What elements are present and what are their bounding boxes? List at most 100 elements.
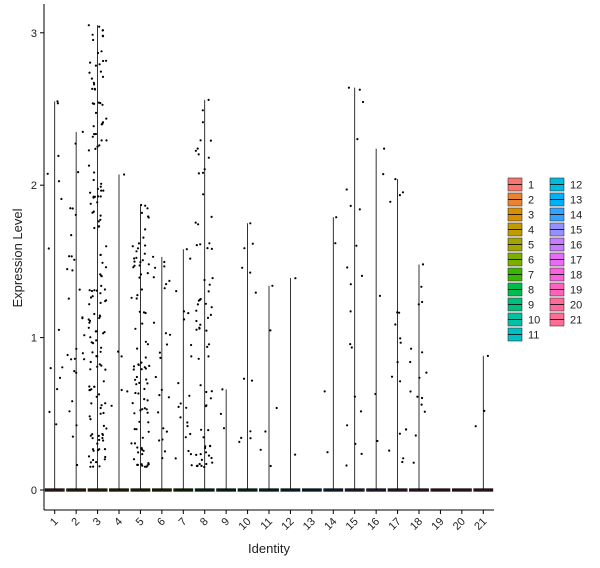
points-11: [259, 284, 278, 491]
legend-item-17: 17: [549, 252, 582, 267]
data-point: [48, 410, 51, 413]
data-point: [294, 277, 297, 280]
data-point: [201, 121, 204, 124]
data-point: [159, 356, 162, 359]
data-point: [137, 242, 141, 245]
legend-item-15: 15: [549, 222, 582, 237]
data-point: [81, 352, 84, 355]
data-point: [102, 424, 105, 427]
data-point: [414, 434, 417, 437]
legend-label: 14: [570, 210, 582, 222]
x-tick-label: 6: [155, 516, 168, 529]
data-point: [92, 458, 95, 462]
legend-item-1: 1: [507, 177, 534, 192]
data-point: [207, 454, 211, 457]
data-point: [207, 355, 210, 358]
data-point: [78, 288, 81, 291]
points-5: [130, 203, 151, 491]
data-point: [240, 436, 243, 439]
data-point: [196, 147, 199, 150]
data-point: [97, 434, 100, 437]
data-point: [421, 300, 424, 304]
data-point: [189, 453, 192, 456]
data-point: [374, 392, 377, 396]
points-12: [281, 277, 300, 491]
data-point: [396, 361, 399, 364]
x-tick-label: 10: [237, 516, 254, 533]
data-point: [199, 453, 202, 456]
data-point: [133, 260, 136, 263]
data-point: [94, 147, 97, 150]
data-point: [396, 311, 399, 314]
data-point: [143, 465, 147, 468]
data-point: [211, 277, 214, 280]
data-point: [146, 399, 149, 402]
data-point: [190, 343, 193, 347]
violin-8: [194, 99, 215, 492]
points-6: [152, 255, 172, 491]
data-point: [89, 61, 92, 64]
data-point: [105, 299, 108, 302]
data-point: [141, 259, 144, 262]
data-point: [139, 409, 142, 412]
data-point: [152, 276, 155, 279]
data-point: [89, 465, 92, 468]
data-point: [140, 211, 143, 214]
data-point: [57, 180, 61, 183]
data-point: [186, 425, 189, 428]
data-point: [91, 211, 94, 214]
data-point: [91, 135, 94, 138]
data-point: [205, 390, 208, 394]
data-point: [161, 457, 164, 460]
data-point: [90, 402, 93, 405]
data-point: [97, 195, 100, 198]
data-point: [140, 288, 143, 291]
legend-item-5: 5: [507, 237, 534, 252]
data-point: [421, 263, 425, 266]
violin-16: [366, 148, 387, 492]
data-point: [89, 202, 92, 205]
points-14: [323, 216, 343, 491]
data-point: [138, 381, 141, 384]
violin-1: [44, 101, 65, 492]
data-point: [420, 285, 423, 288]
data-point: [197, 299, 200, 302]
data-point: [91, 87, 94, 90]
data-point: [361, 100, 365, 104]
violin-6: [151, 256, 172, 492]
data-point: [100, 189, 103, 192]
data-point: [89, 191, 92, 194]
data-point: [347, 86, 350, 89]
points-1: [45, 100, 64, 491]
data-point: [144, 340, 147, 343]
data-point: [104, 368, 107, 371]
data-point: [201, 109, 204, 112]
data-point: [99, 70, 102, 73]
data-point: [398, 194, 401, 197]
data-point: [202, 193, 205, 196]
violin-10: [237, 223, 258, 492]
data-point: [398, 311, 401, 314]
data-point: [120, 388, 123, 392]
legend-label: 2: [528, 195, 534, 207]
data-point: [163, 287, 166, 290]
data-point: [195, 453, 198, 456]
data-point: [101, 29, 104, 32]
data-point: [356, 138, 359, 141]
data-point: [73, 357, 76, 360]
legend-label: 13: [570, 195, 582, 207]
data-point: [95, 395, 98, 398]
data-point: [417, 303, 420, 306]
data-point: [95, 339, 98, 342]
data-point: [91, 295, 94, 298]
x-tick-label: 9: [219, 516, 232, 529]
violin-4: [109, 174, 129, 492]
data-point: [87, 326, 90, 329]
legend-item-8: 8: [507, 282, 534, 297]
data-point: [197, 153, 200, 156]
data-point: [87, 164, 91, 167]
data-point: [69, 207, 72, 210]
data-point: [147, 215, 150, 218]
data-point: [73, 258, 76, 261]
data-point: [147, 462, 150, 465]
